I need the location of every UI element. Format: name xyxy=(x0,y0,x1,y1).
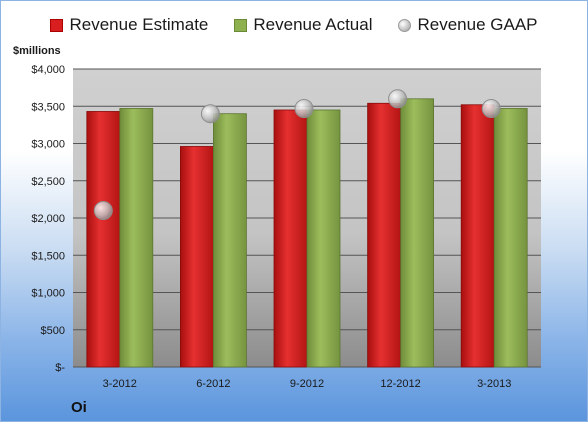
legend-item-estimate: Revenue Estimate xyxy=(50,15,208,35)
y-tick-label: $2,500 xyxy=(31,176,65,188)
point-revenue-gaap xyxy=(388,89,408,109)
legend: Revenue Estimate Revenue Actual Revenue … xyxy=(1,15,587,35)
y-tick-label: $3,500 xyxy=(31,101,65,113)
point-revenue-gaap xyxy=(481,98,501,118)
bar-revenue-actual xyxy=(493,108,528,368)
y-tick-label: $3,000 xyxy=(31,139,65,151)
point-revenue-gaap xyxy=(294,98,314,118)
estimate-swatch-icon xyxy=(50,18,64,32)
x-tick-label: 6-2012 xyxy=(196,378,230,390)
y-tick-label: $4,000 xyxy=(31,64,65,76)
bar-revenue-estimate xyxy=(179,146,214,368)
x-tick-label: 3-2012 xyxy=(103,378,137,390)
legend-label-actual: Revenue Actual xyxy=(253,15,373,34)
company-label: Oi xyxy=(71,399,87,416)
x-tick-label: 3-2013 xyxy=(477,378,511,390)
bar-revenue-actual xyxy=(306,109,341,368)
bar-revenue-actual xyxy=(119,108,154,368)
y-tick-label: $500 xyxy=(41,325,65,337)
bar-revenue-estimate xyxy=(273,109,308,368)
y-tick-label: $- xyxy=(55,362,65,374)
bar-revenue-estimate xyxy=(367,102,402,368)
y-tick-label: $1,500 xyxy=(31,250,65,262)
x-tick-label: 12-2012 xyxy=(380,378,420,390)
y-tick-label: $1,000 xyxy=(31,288,65,300)
point-revenue-gaap xyxy=(200,104,220,124)
legend-item-gaap: Revenue GAAP xyxy=(398,15,538,35)
y-axis-ticks: $- $500 $1,000 $1,500 $2,000 $2,500 $3,000 $3,5… xyxy=(31,64,65,374)
point-revenue-gaap xyxy=(93,201,113,221)
actual-swatch-icon xyxy=(234,18,248,32)
legend-label-gaap: Revenue GAAP xyxy=(417,15,538,34)
legend-label-estimate: Revenue Estimate xyxy=(69,15,209,34)
bar-revenue-estimate xyxy=(460,104,495,368)
bar-revenue-actual xyxy=(212,113,247,368)
legend-item-actual: Revenue Actual xyxy=(234,15,372,35)
bar-revenue-actual xyxy=(400,98,435,368)
y-tick-label: $2,000 xyxy=(31,213,65,225)
x-tick-label: 9-2012 xyxy=(290,378,324,390)
x-axis-ticks: 3-2012 6-2012 9-2012 12-2012 3-2013 xyxy=(103,378,512,390)
bars xyxy=(86,98,528,368)
gaap-points xyxy=(93,89,501,221)
y-axis-unit-label: $millions xyxy=(13,45,61,57)
gaap-swatch-icon xyxy=(398,18,412,32)
bar-revenue-estimate xyxy=(86,111,121,368)
